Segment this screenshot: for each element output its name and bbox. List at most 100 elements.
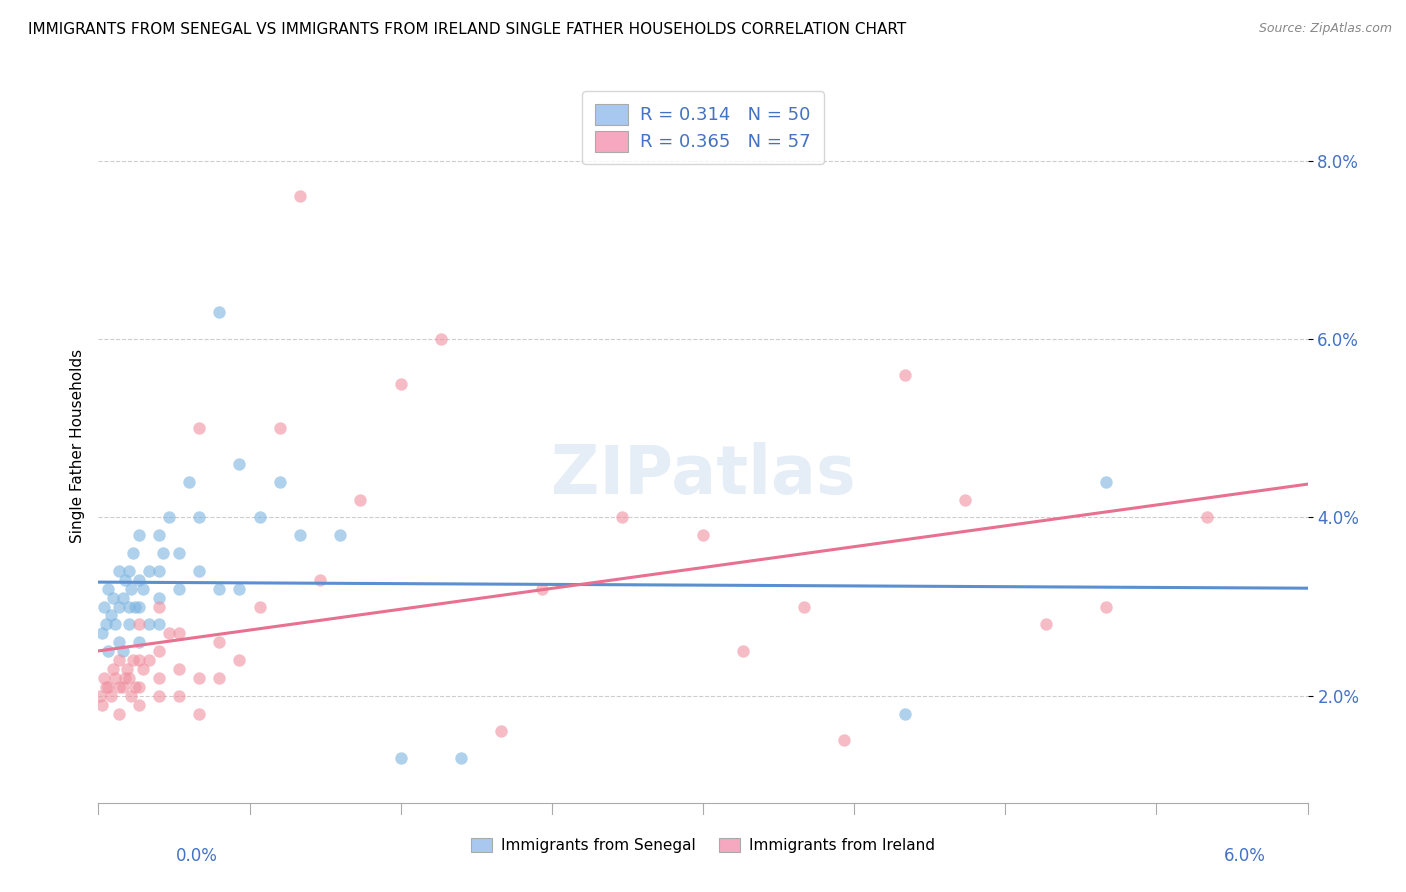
Point — [430, 332, 453, 346]
Point — [118, 599, 141, 614]
Point — [128, 653, 150, 667]
Text: 6.0%: 6.0% — [1223, 847, 1265, 865]
Point — [208, 305, 231, 319]
Point — [148, 599, 170, 614]
Point — [188, 564, 211, 578]
Point — [111, 680, 134, 694]
Point — [124, 680, 146, 694]
Point — [118, 564, 141, 578]
Point — [733, 644, 755, 658]
Point — [128, 528, 150, 542]
Point — [121, 546, 143, 560]
Point — [389, 376, 412, 391]
Point — [309, 573, 332, 587]
Point — [107, 680, 129, 694]
Point — [179, 475, 201, 489]
Point — [101, 662, 124, 676]
Point — [269, 475, 291, 489]
Point — [329, 528, 352, 542]
Point — [128, 617, 150, 632]
Point — [128, 635, 150, 649]
Point — [128, 599, 150, 614]
Point — [97, 680, 120, 694]
Point — [288, 528, 311, 542]
Text: Source: ZipAtlas.com: Source: ZipAtlas.com — [1258, 22, 1392, 36]
Point — [128, 573, 150, 587]
Point — [208, 671, 231, 685]
Point — [167, 689, 190, 703]
Point — [249, 599, 271, 614]
Point — [152, 546, 174, 560]
Point — [530, 582, 553, 596]
Point — [1195, 510, 1218, 524]
Point — [188, 510, 211, 524]
Point — [97, 644, 120, 658]
Point — [208, 635, 231, 649]
Point — [167, 582, 190, 596]
Point — [793, 599, 815, 614]
Point — [93, 599, 115, 614]
Text: ZIPatlas: ZIPatlas — [551, 442, 855, 508]
Point — [114, 671, 136, 685]
Point — [450, 751, 472, 765]
Point — [148, 671, 170, 685]
Point — [103, 671, 125, 685]
Point — [167, 662, 190, 676]
Point — [692, 528, 714, 542]
Point — [97, 582, 120, 596]
Point — [832, 733, 855, 747]
Point — [93, 671, 115, 685]
Point — [96, 617, 118, 632]
Point — [132, 662, 155, 676]
Point — [118, 671, 141, 685]
Point — [128, 680, 150, 694]
Point — [1035, 617, 1057, 632]
Point — [188, 706, 211, 721]
Point — [124, 599, 146, 614]
Point — [228, 457, 250, 471]
Point — [1095, 475, 1118, 489]
Point — [111, 644, 134, 658]
Point — [96, 680, 118, 694]
Point — [228, 653, 250, 667]
Point — [157, 626, 180, 640]
Point — [188, 671, 211, 685]
Point — [100, 689, 122, 703]
Point — [157, 510, 180, 524]
Point — [91, 626, 114, 640]
Point — [132, 582, 155, 596]
Point — [103, 617, 125, 632]
Point — [249, 510, 271, 524]
Point — [288, 189, 311, 203]
Point — [138, 564, 160, 578]
Point — [148, 689, 170, 703]
Point — [107, 653, 129, 667]
Legend: Immigrants from Senegal, Immigrants from Ireland: Immigrants from Senegal, Immigrants from… — [464, 831, 942, 859]
Point — [107, 635, 129, 649]
Point — [138, 617, 160, 632]
Point — [107, 706, 129, 721]
Point — [120, 582, 142, 596]
Point — [128, 698, 150, 712]
Point — [91, 698, 114, 712]
Point — [148, 644, 170, 658]
Point — [167, 626, 190, 640]
Point — [1095, 599, 1118, 614]
Point — [612, 510, 634, 524]
Point — [389, 751, 412, 765]
Point — [269, 421, 291, 435]
Point — [148, 564, 170, 578]
Point — [107, 564, 129, 578]
Point — [893, 706, 915, 721]
Point — [491, 724, 513, 739]
Point — [111, 591, 134, 605]
Text: IMMIGRANTS FROM SENEGAL VS IMMIGRANTS FROM IRELAND SINGLE FATHER HOUSEHOLDS CORR: IMMIGRANTS FROM SENEGAL VS IMMIGRANTS FR… — [28, 22, 907, 37]
Point — [167, 546, 190, 560]
Point — [188, 421, 211, 435]
Point — [953, 492, 976, 507]
Point — [118, 617, 141, 632]
Point — [148, 528, 170, 542]
Point — [114, 573, 136, 587]
Point — [208, 582, 231, 596]
Point — [228, 582, 250, 596]
